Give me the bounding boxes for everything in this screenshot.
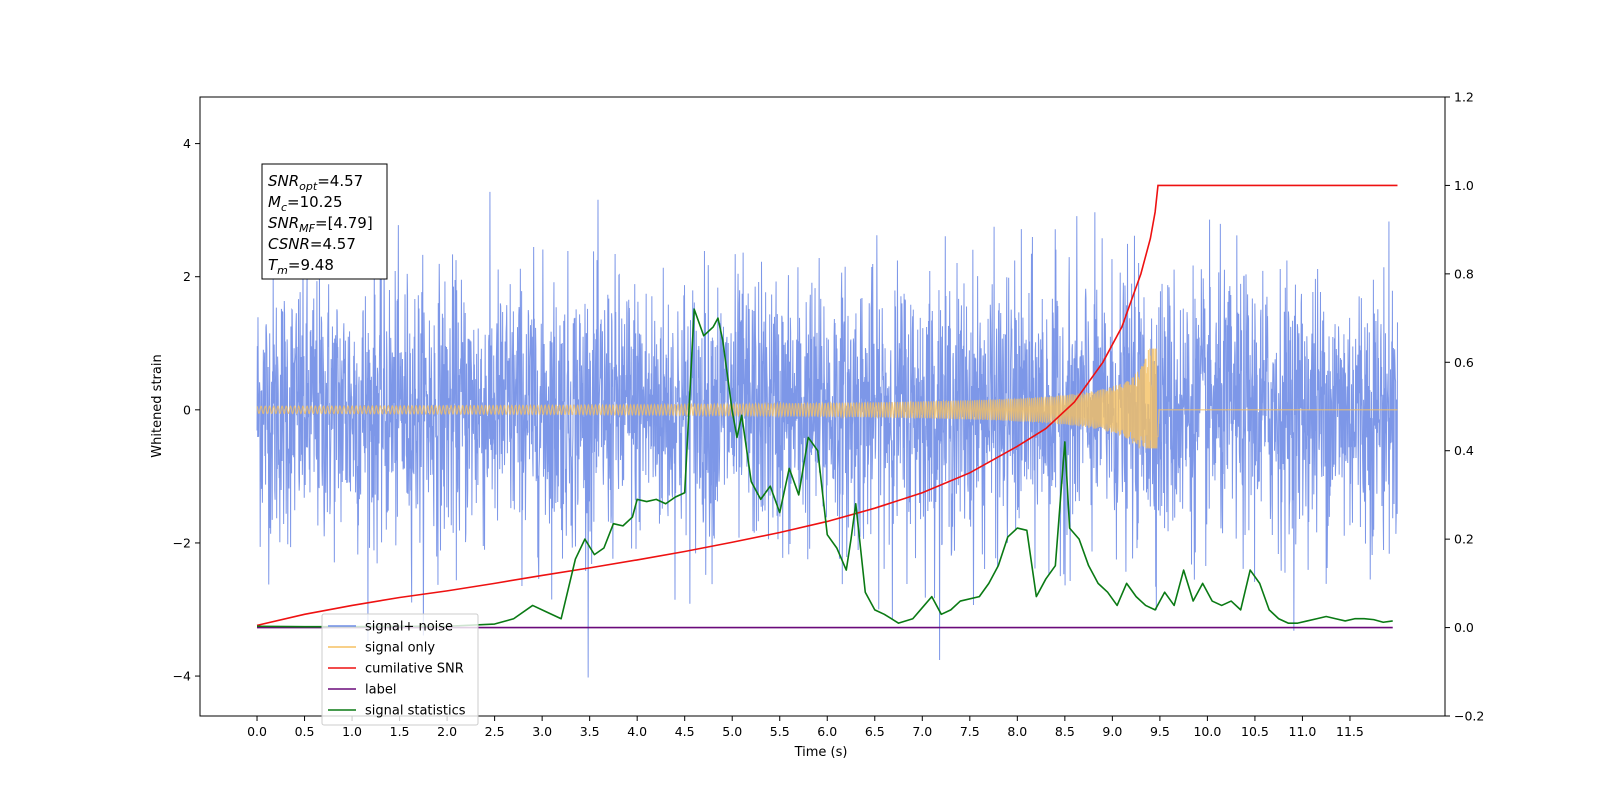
y2-tick-label: 0.6 <box>1454 355 1474 370</box>
y2-tick-label: 1.2 <box>1454 90 1474 105</box>
plot-frame <box>199 96 1446 717</box>
y-tick-label: −4 <box>173 669 191 684</box>
x-tick-label: 9.5 <box>1150 724 1170 739</box>
x-tick-label: 10.0 <box>1193 724 1221 739</box>
x-tick-label: 3.0 <box>532 724 552 739</box>
series-signal-noise <box>256 191 1398 678</box>
x-tick-label: 5.5 <box>770 724 790 739</box>
x-tick-label: 6.5 <box>865 724 885 739</box>
x-tick-label: 4.0 <box>627 724 647 739</box>
x-tick-label: 8.0 <box>1007 724 1027 739</box>
x-tick-label: 1.5 <box>390 724 410 739</box>
x-tick-label: 6.0 <box>817 724 837 739</box>
legend: signal+ noise signal only cumilative SNR la… <box>321 613 479 726</box>
series-signal-statistics <box>257 308 1393 628</box>
y-tick-label: 2 <box>183 269 191 284</box>
x-axis-label: Time (s) <box>794 745 848 760</box>
x-tick-label: 11.0 <box>1289 724 1317 739</box>
annotation-line: Mc=10.25 <box>268 193 343 214</box>
y-axis-left: −4 −2 0 2 4 <box>173 136 200 684</box>
annotation-line: SNRMF=[4.79] <box>268 214 373 235</box>
x-tick-label: 5.0 <box>722 724 742 739</box>
x-tick-label: 2.0 <box>437 724 457 739</box>
y2-tick-label: 0.0 <box>1454 620 1474 635</box>
y-tick-label: 4 <box>183 136 191 151</box>
x-tick-label: 7.5 <box>960 724 980 739</box>
y2-tick-label: 1.0 <box>1454 178 1474 193</box>
legend-entry: cumilative SNR <box>365 662 464 677</box>
x-tick-label: 0.5 <box>295 724 315 739</box>
legend-entry: signal+ noise <box>365 620 453 635</box>
x-tick-label: 1.0 <box>342 724 362 739</box>
x-tick-label: 10.5 <box>1241 724 1269 739</box>
y2-tick-label: 0.8 <box>1454 266 1474 281</box>
x-tick-label: 0.0 <box>247 724 267 739</box>
legend-entry: signal statistics <box>365 704 466 719</box>
legend-frame <box>321 613 479 726</box>
y-axis-label: Whitened strain <box>150 354 165 457</box>
y2-tick-label: 0.2 <box>1454 532 1474 547</box>
y-tick-label: −2 <box>173 535 191 550</box>
x-tick-label: 7.0 <box>912 724 932 739</box>
annotation-frame <box>261 163 388 280</box>
annotation-line: SNRopt=4.57 <box>268 172 363 193</box>
x-tick-label: 3.5 <box>580 724 600 739</box>
x-tick-label: 4.5 <box>675 724 695 739</box>
y-axis-right: −0.2 0.0 0.2 0.4 0.6 0.8 1.0 1.2 <box>1445 90 1484 724</box>
parameter-annotation-box: SNRopt=4.57Mc=10.25SNRMF=[4.79]CSNR=4.57… <box>261 163 388 280</box>
x-tick-label: 9.0 <box>1102 724 1122 739</box>
x-tick-label: 8.5 <box>1055 724 1075 739</box>
annotation-line: Tm=9.48 <box>268 256 334 277</box>
legend-entry: signal only <box>365 641 435 656</box>
series-cumulative-snr <box>256 184 1398 627</box>
legend-entry: label <box>365 683 396 698</box>
annotation-line: CSNR=4.57 <box>268 235 356 253</box>
y2-tick-label: 0.4 <box>1454 443 1474 458</box>
y-tick-label: 0 <box>183 402 191 417</box>
series-signal-only <box>256 348 1398 449</box>
x-axis: 0.0 0.5 1.0 1.5 2.0 2.5 3.0 3.5 4.0 4.5 5.0 5.5 6.0 6… <box>247 716 1364 739</box>
x-tick-label: 11.5 <box>1336 724 1364 739</box>
y2-tick-label: −0.2 <box>1454 709 1484 724</box>
x-tick-label: 2.5 <box>485 724 505 739</box>
